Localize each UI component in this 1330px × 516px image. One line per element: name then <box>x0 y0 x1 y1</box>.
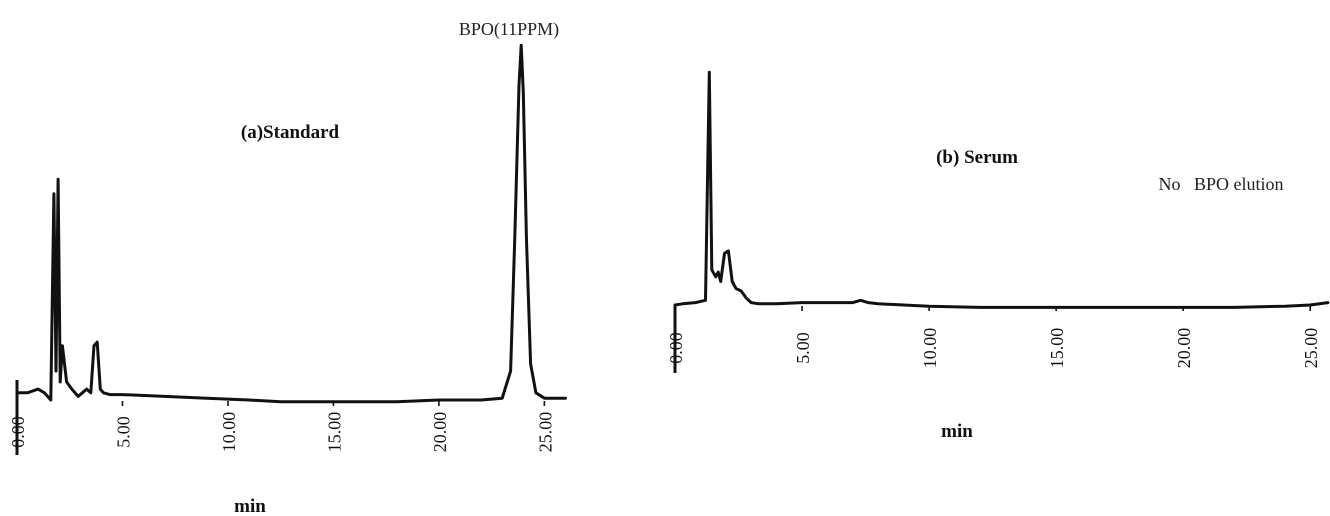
panel-standard: (a)Standard BPO(11PPM) min 0.00 5.00 10.00… <box>8 19 567 516</box>
chromatogram-trace <box>15 43 567 404</box>
x-tick-label: 15.00 <box>1047 328 1067 369</box>
x-axis-title: min <box>234 496 266 516</box>
panel-title: (b) Serum <box>936 147 1018 168</box>
x-tick-label: 25.00 <box>1301 328 1321 369</box>
x-tick-label: 0.00 <box>8 416 28 448</box>
x-tick-label: 20.00 <box>1174 328 1194 369</box>
chromatogram-trace <box>673 70 1330 309</box>
panel-serum: (b) Serum No BPO elution min 0.00 5.00 10.… <box>666 70 1330 442</box>
x-tick-label: 5.00 <box>113 416 133 448</box>
x-tick-label: 20.00 <box>430 412 450 453</box>
panel-title: (a)Standard <box>241 122 340 143</box>
x-tick-label: 25.00 <box>535 412 555 453</box>
x-tick-label: 5.00 <box>793 332 813 364</box>
x-tick-label: 10.00 <box>920 328 940 369</box>
x-axis-title: min <box>941 421 973 442</box>
peak-annotation: BPO(11PPM) <box>459 19 559 40</box>
peak-annotation: No BPO elution <box>1158 174 1283 194</box>
x-tick-label: 15.00 <box>324 412 344 453</box>
x-tick-label: 0.00 <box>666 332 686 364</box>
x-tick-label: 10.00 <box>219 412 239 453</box>
